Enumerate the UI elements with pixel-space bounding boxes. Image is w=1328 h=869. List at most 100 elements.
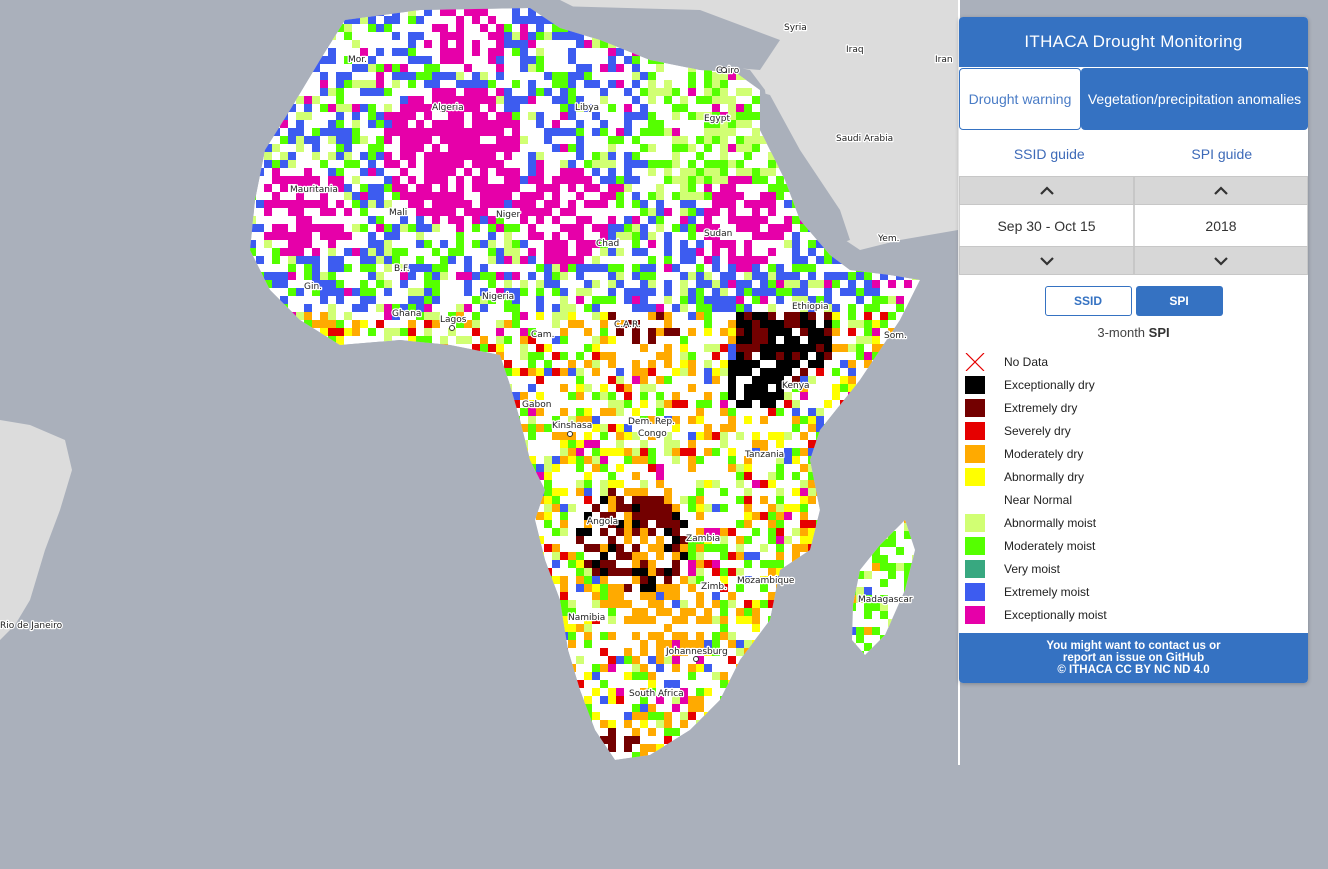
footer[interactable]: You might want to contact us or report a…	[959, 633, 1308, 683]
ssid-button[interactable]: SSID	[1044, 286, 1132, 316]
map-place-label: Madagascar	[858, 595, 913, 605]
map-place-label: Mauritania	[290, 185, 338, 195]
no-data-x-icon	[965, 352, 985, 371]
legend-item: Near Normal	[965, 488, 1308, 511]
map-place-label: Mali	[389, 208, 407, 218]
map-place-label: Angola	[587, 517, 618, 527]
legend-label: Exceptionally moist	[1004, 607, 1107, 622]
legend-label: Abnormally dry	[1004, 469, 1085, 484]
control-panel: ITHACA Drought Monitoring Drought warnin…	[959, 17, 1308, 683]
legend-label: Near Normal	[1004, 492, 1073, 507]
map-place-label: Kenya	[782, 381, 810, 391]
map-place-label: Som.	[884, 331, 907, 341]
chevron-up-icon	[1039, 185, 1054, 195]
map-place-label: Ghana	[392, 309, 421, 319]
period-down-button[interactable]	[959, 246, 1134, 275]
legend-label: No Data	[1004, 354, 1049, 369]
subtitle-period: 3-month	[1097, 325, 1146, 340]
map-place-label: Kinshasa	[552, 421, 592, 431]
map-place-label: Cairo	[716, 66, 740, 76]
legend-label: Very moist	[1004, 561, 1061, 576]
legend-label: Extremely dry	[1004, 400, 1078, 415]
legend-label: Moderately moist	[1004, 538, 1096, 553]
period-up-button[interactable]	[959, 176, 1134, 205]
map-place-label: Dem. Rep.	[628, 417, 675, 427]
year-up-button[interactable]	[1134, 176, 1308, 205]
map-place-label: Gabon	[522, 400, 551, 410]
spi-guide-link[interactable]: SPI guide	[1191, 146, 1253, 162]
map-place-label: Saudi Arabia	[836, 134, 893, 144]
map-place-label: South Africa	[629, 689, 684, 699]
legend-item: Extremely dry	[965, 396, 1308, 419]
map-place-label: Gin.	[304, 282, 322, 292]
city-dot	[567, 431, 573, 437]
legend-swatch	[965, 536, 985, 555]
legend-swatch	[965, 467, 985, 486]
legend-label: Severely dry	[1004, 423, 1071, 438]
map-place-label: Nigeria	[482, 292, 514, 302]
legend-item: Severely dry	[965, 419, 1308, 442]
legend-label: Abnormally moist	[1004, 515, 1097, 530]
spi-button[interactable]: SPI	[1135, 286, 1223, 316]
legend-swatch	[965, 375, 985, 394]
footer-line-license: © ITHACA CC BY NC ND 4.0	[1057, 664, 1210, 676]
legend: No Data Exceptionally dry Extremely dry Sev…	[959, 350, 1308, 626]
footer-line-contact[interactable]: You might want to contact us or	[1046, 640, 1221, 652]
map-place-label: Zimb.	[701, 582, 727, 592]
map-place-label: Yem.	[877, 234, 899, 244]
chevron-down-icon	[1214, 256, 1228, 266]
legend-swatch	[965, 559, 985, 578]
map-place-label: C.A.R.	[614, 320, 641, 330]
map-place-label: Egypt	[704, 114, 730, 124]
map-place-label: Johannesburg	[665, 647, 728, 657]
year-down-button[interactable]	[1134, 246, 1308, 275]
ssid-guide-link[interactable]: SSID guide	[1013, 146, 1085, 162]
map-place-label: Sudan	[704, 229, 732, 239]
south-america-landmass	[0, 420, 72, 640]
legend-swatch	[965, 398, 985, 417]
legend-item: Extremely moist	[965, 580, 1308, 603]
map-place-label: Iraq	[846, 45, 864, 55]
city-dot	[693, 656, 699, 662]
legend-item: Abnormally moist	[965, 511, 1308, 534]
legend-swatch	[965, 490, 985, 509]
map-place-label: Congo	[638, 429, 667, 439]
chevron-up-icon	[1214, 185, 1228, 195]
map-place-label: Libya	[575, 103, 599, 113]
arabia-landmass	[525, 0, 958, 250]
tab-drought-warning[interactable]: Drought warning	[959, 68, 1081, 130]
legend-item: Moderately moist	[965, 534, 1308, 557]
map-place-label: Lagos	[440, 315, 467, 325]
legend-swatch	[965, 421, 985, 440]
legend-label: Exceptionally dry	[1004, 377, 1095, 392]
map-place-label: Cam.	[531, 330, 554, 340]
map-place-label: B.F.	[394, 264, 410, 274]
footer-line-github[interactable]: report an issue on GitHub	[1062, 652, 1205, 664]
legend-label: Moderately dry	[1004, 446, 1084, 461]
legend-item: Exceptionally dry	[965, 373, 1308, 396]
legend-swatch	[965, 513, 985, 532]
map-place-label: Algeria	[432, 103, 464, 113]
mode-tabs: Drought warning Vegetation/precipitation…	[959, 68, 1308, 132]
map-place-label: Mozambique	[737, 576, 795, 586]
legend-item: Very moist	[965, 557, 1308, 580]
period-value: Sep 30 - Oct 15	[959, 205, 1134, 246]
map-place-label: Iran	[935, 55, 953, 65]
subtitle-index: SPI	[1148, 325, 1170, 340]
chevron-down-icon	[1039, 256, 1054, 266]
legend-item: Moderately dry	[965, 442, 1308, 465]
legend-swatch	[965, 582, 985, 601]
date-stepper: Sep 30 - Oct 15 2018	[959, 176, 1308, 275]
tab-vegetation-anomalies[interactable]: Vegetation/precipitation anomalies	[1081, 68, 1308, 130]
legend-item: Exceptionally moist	[965, 603, 1308, 626]
map-place-label: Tanzania	[744, 450, 784, 460]
map-place-label: Rio de Janeiro	[0, 621, 63, 631]
guide-links: SSID guide SPI guide	[959, 132, 1308, 176]
city-dot	[721, 67, 727, 73]
panel-title: ITHACA Drought Monitoring	[959, 17, 1308, 67]
mediterranean-sea	[520, 5, 780, 70]
legend-swatch	[965, 444, 985, 463]
map-place-label: Namibia	[568, 613, 605, 623]
legend-swatch	[965, 605, 985, 624]
